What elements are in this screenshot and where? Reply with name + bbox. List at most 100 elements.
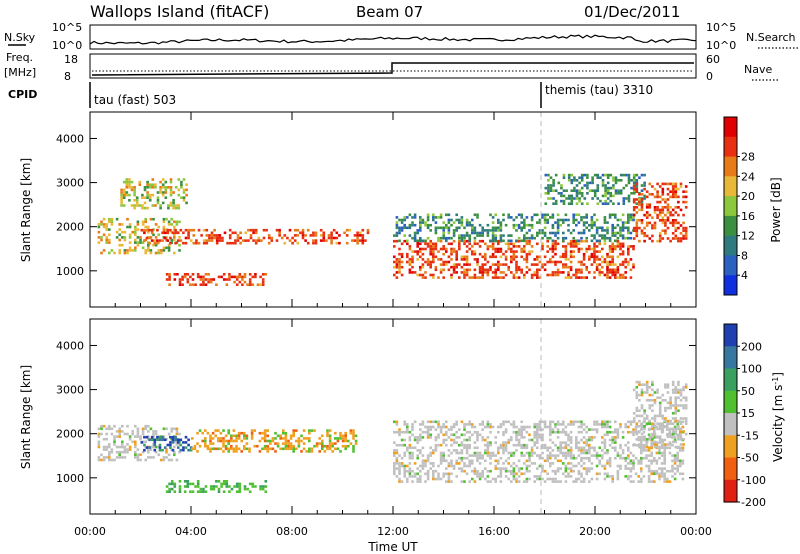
echo-cell [419,221,422,224]
echo-cell [128,180,131,184]
nsky-label: N.Sky [4,31,36,44]
echo-cell [144,424,147,428]
echo-cell [658,422,662,425]
echo-cell [172,201,175,205]
echo-cell [515,229,518,232]
echo-cell [149,249,153,252]
echo-cell [682,234,685,238]
echo-cell [684,200,688,204]
echo-cell [593,192,597,195]
echo-cell [144,458,147,462]
echo-cell [612,176,615,179]
echo-cell [593,247,596,251]
echo-cell [429,273,432,277]
echo-cell [669,206,672,209]
echo-cell [144,220,147,224]
echo-cell [533,462,536,465]
echo-cell [583,197,587,200]
echo-cell [651,193,654,196]
echo-cell [569,451,573,455]
echo-cell [530,451,534,455]
echo-cell [676,464,679,468]
echo-cell [569,469,573,473]
echo-cell [562,194,566,198]
echo-cell [502,446,505,450]
echo-cell [452,247,456,251]
echo-cell [499,472,503,476]
echo-cell [439,456,443,460]
echo-cell [515,245,518,248]
echo-cell [627,430,630,434]
echo-cell [260,239,263,242]
echo-cell [575,189,579,192]
echo-cell [635,409,639,412]
echo-cell [126,424,129,428]
echo-cell [135,199,139,202]
echo-cell [673,456,677,460]
echo-cell [319,228,323,232]
echo-cell [499,239,503,243]
echo-cell [455,252,458,256]
echo-cell [611,273,614,277]
echo-cell [674,399,678,402]
echo-cell [546,425,549,429]
echo-cell [494,239,497,243]
echo-cell [567,179,571,182]
echo-cell [439,454,443,457]
echo-cell [178,243,181,247]
echo-cell [437,216,440,219]
echo-cell [635,386,639,389]
echo-cell [538,464,542,468]
echo-cell [452,250,456,253]
echo-cell [647,464,651,468]
echo-cell [502,252,505,256]
echo-cell [655,469,659,473]
echo-cell [432,420,435,424]
echo-cell [640,459,643,463]
echo-cell [426,216,430,219]
echo-cell [172,206,175,210]
echo-cell [590,462,594,465]
echo-cell [664,383,667,386]
echo-cell [465,223,469,227]
echo-cell [185,201,188,205]
echo-cell [252,239,255,242]
echo-cell [434,242,438,246]
echo-cell [523,462,526,465]
colorbar-swatch [724,457,737,481]
echo-cell [191,447,194,451]
echo-cell [658,472,661,476]
echo-cell [684,386,688,389]
echo-cell [439,477,443,481]
echo-cell [460,420,464,424]
echo-cell [398,271,401,274]
echo-cell [491,255,495,259]
echo-cell [486,271,490,274]
echo-cell [671,391,675,394]
echo-cell [486,443,490,447]
echo-cell [398,462,401,465]
echo-cell [288,228,292,232]
echo-cell [162,220,166,224]
echo-cell [259,487,262,491]
echo-cell [569,475,573,478]
echo-cell [102,223,106,226]
echo-cell [635,198,639,201]
echo-cell [603,472,607,476]
echo-cell [278,231,281,235]
echo-cell [567,202,571,205]
echo-cell [551,454,555,457]
echo-cell [651,226,654,230]
echo-cell [432,258,435,261]
echo-cell [606,181,610,185]
echo-cell [549,186,553,190]
echo-cell [271,437,275,440]
echo-cell [133,193,136,197]
echo-cell [230,437,233,440]
echo-cell [249,234,253,237]
echo-cell [588,436,591,439]
echo-cell [658,211,662,214]
echo-cell [105,445,108,449]
echo-cell [398,480,401,483]
echo-cell [523,218,526,222]
